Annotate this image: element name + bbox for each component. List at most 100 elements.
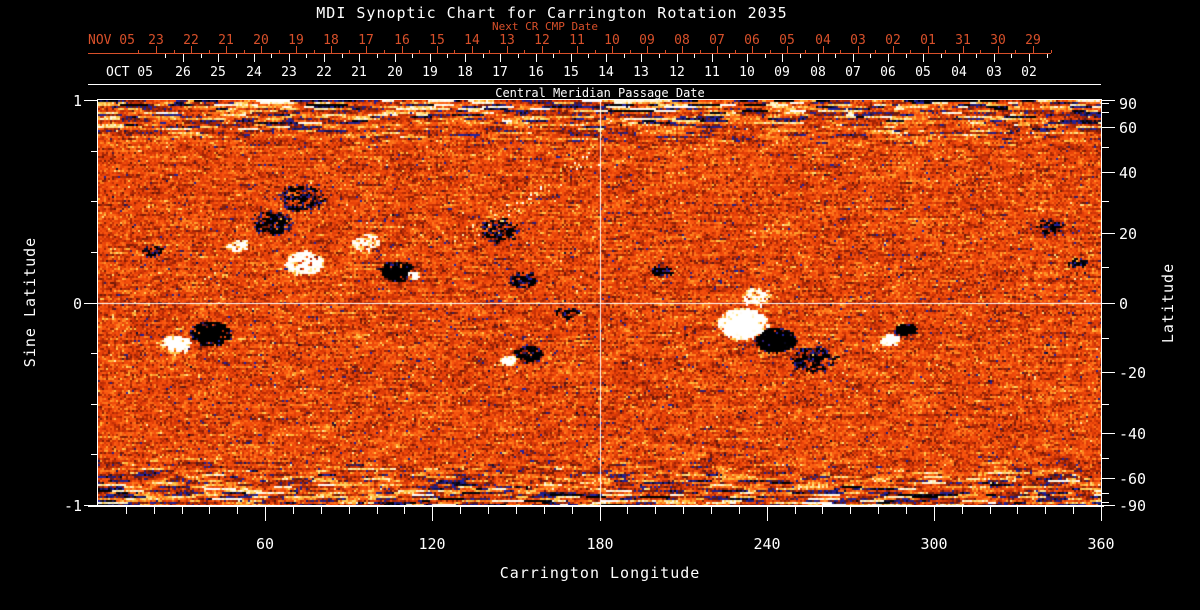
tick-mark bbox=[712, 54, 713, 62]
tick-mark bbox=[432, 507, 433, 521]
right-tick-label: -60 bbox=[1119, 470, 1147, 488]
tick-mark bbox=[752, 46, 753, 53]
tick-mark bbox=[910, 50, 911, 53]
tick-mark bbox=[201, 54, 202, 58]
tick-mark bbox=[138, 50, 139, 53]
tick-mark bbox=[641, 54, 642, 62]
tick-mark bbox=[717, 46, 718, 53]
tick-mark bbox=[91, 151, 98, 152]
tick-mark bbox=[321, 507, 322, 514]
tick-mark bbox=[858, 46, 859, 53]
tick-mark bbox=[959, 54, 960, 62]
tick-mark bbox=[1047, 54, 1048, 58]
tick-mark bbox=[182, 507, 183, 514]
tick-mark bbox=[612, 46, 613, 53]
tick-mark bbox=[1102, 201, 1109, 202]
tick-mark bbox=[1029, 54, 1030, 62]
tick-mark bbox=[683, 507, 684, 514]
tick-mark bbox=[154, 507, 155, 514]
tick-mark bbox=[289, 54, 290, 62]
tick-mark bbox=[700, 50, 701, 53]
tick-mark bbox=[165, 54, 166, 58]
tick-mark bbox=[655, 507, 656, 514]
tick-mark bbox=[265, 507, 266, 521]
right-tick-label: 0 bbox=[1119, 295, 1129, 313]
tick-mark bbox=[1102, 147, 1109, 148]
tick-mark bbox=[1102, 172, 1115, 173]
white-tick-label: 10 bbox=[739, 65, 755, 80]
carrington-longitude-axis-title: Carrington Longitude bbox=[499, 564, 701, 582]
red-axis-line bbox=[88, 53, 1051, 54]
tick-mark bbox=[488, 507, 489, 514]
red-tick-label: 09 bbox=[639, 33, 655, 48]
tick-mark bbox=[1073, 507, 1074, 514]
magnetogram-canvas bbox=[98, 100, 1101, 505]
red-tick-label: 13 bbox=[499, 33, 515, 48]
tick-mark bbox=[191, 46, 192, 53]
tick-mark bbox=[465, 54, 466, 62]
white-tick-label: 13 bbox=[633, 65, 649, 80]
tick-mark bbox=[447, 54, 448, 58]
tick-mark bbox=[404, 507, 405, 514]
tick-mark bbox=[735, 50, 736, 53]
tick-mark bbox=[516, 507, 517, 514]
red-tick-label: 11 bbox=[569, 33, 585, 48]
tick-mark bbox=[209, 507, 210, 514]
tick-mark bbox=[226, 46, 227, 53]
tick-mark bbox=[91, 353, 98, 354]
tick-mark bbox=[1102, 502, 1109, 503]
latitude-axis-title: Latitude bbox=[1159, 262, 1177, 344]
red-tick-label: 21 bbox=[218, 33, 234, 48]
tick-mark bbox=[271, 54, 272, 58]
tick-mark bbox=[875, 50, 876, 53]
tick-mark bbox=[460, 507, 461, 514]
tick-mark bbox=[571, 54, 572, 62]
tick-mark bbox=[402, 46, 403, 53]
tick-mark bbox=[472, 46, 473, 53]
red-tick-label: 18 bbox=[323, 33, 339, 48]
tick-mark bbox=[384, 50, 385, 53]
white-tick-label: 07 bbox=[845, 65, 861, 80]
tick-mark bbox=[572, 507, 573, 514]
tick-mark bbox=[765, 54, 766, 58]
tick-mark bbox=[963, 46, 964, 53]
tick-mark bbox=[767, 507, 768, 521]
tick-mark bbox=[800, 54, 801, 58]
tick-mark bbox=[293, 507, 294, 514]
red-tick-label: 01 bbox=[920, 33, 936, 48]
tick-mark bbox=[1017, 507, 1018, 514]
tick-mark bbox=[1102, 458, 1109, 459]
tick-mark bbox=[928, 46, 929, 53]
tick-mark bbox=[600, 507, 601, 521]
nov-month-label: NOV 05 bbox=[88, 33, 135, 48]
tick-mark bbox=[850, 507, 851, 514]
red-tick-label: 14 bbox=[464, 33, 480, 48]
sine-latitude-axis-title: Sine Latitude bbox=[21, 236, 39, 368]
white-tick-label: 19 bbox=[422, 65, 438, 80]
tick-mark bbox=[454, 50, 455, 53]
tick-mark bbox=[1102, 100, 1115, 101]
tick-mark bbox=[595, 50, 596, 53]
tick-mark bbox=[822, 507, 823, 514]
tick-mark bbox=[945, 50, 946, 53]
tick-mark bbox=[1102, 372, 1115, 373]
white-tick-label: 03 bbox=[986, 65, 1002, 80]
tick-mark bbox=[1045, 507, 1046, 514]
tick-mark bbox=[553, 54, 554, 58]
tick-mark bbox=[324, 54, 325, 62]
red-tick-label: 12 bbox=[534, 33, 550, 48]
tick-mark bbox=[156, 46, 157, 53]
tick-mark bbox=[647, 46, 648, 53]
right-tick-label: 90 bbox=[1119, 95, 1138, 113]
tick-mark bbox=[559, 50, 560, 53]
tick-mark bbox=[500, 54, 501, 62]
white-tick-label: 18 bbox=[457, 65, 473, 80]
tick-mark bbox=[853, 54, 854, 62]
red-tick-label: 22 bbox=[183, 33, 199, 48]
red-tick-label: 29 bbox=[1025, 33, 1041, 48]
tick-mark bbox=[91, 404, 98, 405]
red-tick-label: 04 bbox=[815, 33, 831, 48]
white-tick-label: 26 bbox=[175, 65, 191, 80]
tick-mark bbox=[606, 54, 607, 62]
tick-mark bbox=[542, 46, 543, 53]
